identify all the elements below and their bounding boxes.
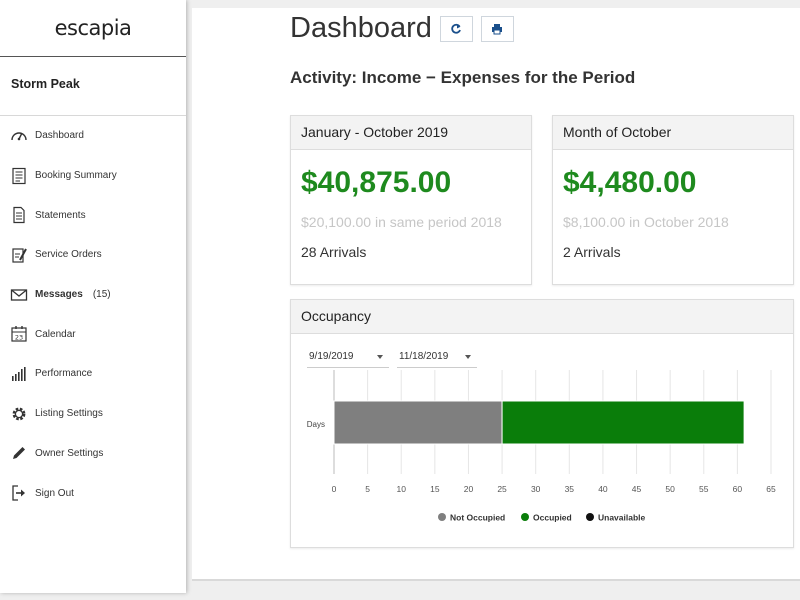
x-tick-label: 30	[531, 484, 541, 494]
x-tick-label: 60	[733, 484, 743, 494]
x-tick-label: 15	[430, 484, 440, 494]
sidebar-item-label: Performance	[35, 368, 93, 380]
legend-swatch	[586, 513, 594, 521]
occupancy-chart: Days 0 5 10 15 20 25 30 35 40 45 50 55 60 65 Not Occupi…	[307, 370, 776, 523]
pencil-icon	[10, 444, 28, 462]
end-date-value: 11/18/2019	[399, 351, 449, 362]
x-tick-label: 25	[497, 484, 507, 494]
sidebar-item-label: Service Orders	[35, 249, 102, 261]
sign-out-icon	[10, 484, 28, 502]
sidebar-item-performance[interactable]: Performance	[0, 354, 186, 394]
print-icon	[492, 23, 503, 34]
sidebar-item-label: Messages	[35, 289, 83, 301]
x-tick-label: 20	[464, 484, 474, 494]
start-date-select[interactable]: 9/19/2019	[307, 346, 389, 368]
legend-swatch	[438, 513, 446, 521]
document-list-icon	[10, 167, 28, 185]
x-tick-label: 55	[699, 484, 709, 494]
period-previous: $20,100.00 in same period 2018	[301, 214, 502, 230]
sidebar-item-label: Statements	[35, 209, 86, 221]
sidebar-item-owner-settings[interactable]: Owner Settings	[0, 434, 186, 474]
chevron-down-icon	[377, 354, 383, 359]
legend-label: Unavailable	[598, 513, 646, 523]
sidebar-item-listing-settings[interactable]: Listing Settings	[0, 394, 186, 434]
svg-text:23: 23	[15, 334, 23, 342]
main-panel: Dashboard Activity: Income − Expenses fo…	[192, 8, 800, 581]
month-amount: $4,480.00	[563, 166, 697, 199]
legend-swatch	[521, 513, 529, 521]
message-count-badge: (15)	[92, 289, 111, 301]
month-income-card: Month of October $4,480.00 $8,100.00 in …	[552, 115, 794, 285]
sidebar-item-calendar[interactable]: 23 Calendar	[0, 314, 186, 354]
page-title: Dashboard	[290, 12, 432, 44]
sidebar-item-label: Dashboard	[35, 130, 84, 142]
x-tick-label: 65	[766, 484, 776, 494]
sidebar-item-messages[interactable]: Messages (15)	[0, 275, 186, 315]
gear-icon	[10, 405, 28, 423]
sidebar-item-statements[interactable]: Statements	[0, 195, 186, 235]
sidebar-item-label: Booking Summary	[35, 170, 117, 182]
refresh-button[interactable]	[439, 15, 473, 42]
page-header: Dashboard	[290, 12, 514, 45]
bar-chart-icon	[10, 365, 28, 383]
envelope-icon	[10, 286, 28, 304]
speedometer-icon	[10, 127, 28, 145]
print-button[interactable]	[480, 15, 514, 42]
legend-label: Not Occupied	[450, 513, 505, 523]
x-tick-label: 10	[396, 484, 406, 494]
month-previous: $8,100.00 in October 2018	[563, 214, 729, 230]
month-arrivals: 2 Arrivals	[563, 244, 621, 260]
card-heading: Month of October	[553, 116, 793, 150]
sidebar-item-label: Calendar	[35, 328, 76, 340]
end-date-select[interactable]: 11/18/2019	[397, 346, 477, 368]
bar-not-occupied	[333, 400, 503, 445]
x-tick-label: 5	[365, 484, 370, 494]
sidebar: escapia Storm Peak Dashboard Booking Summ…	[0, 0, 186, 593]
statement-icon	[10, 206, 28, 224]
chevron-down-icon	[465, 354, 471, 359]
logo-text: escapia	[54, 16, 132, 40]
occupancy-card: Occupancy 9/19/2019 11/18/2019 Days 0 5 10 1…	[290, 299, 794, 548]
activity-subtitle: Activity: Income − Expenses for the Peri…	[290, 68, 636, 87]
sidebar-item-label: Listing Settings	[35, 408, 103, 420]
sidebar-item-service-orders[interactable]: Service Orders	[0, 235, 186, 275]
clipboard-pen-icon	[10, 246, 28, 264]
card-heading: Occupancy	[291, 300, 793, 334]
sidebar-item-label: Owner Settings	[35, 447, 104, 459]
period-arrivals: 28 Arrivals	[301, 244, 367, 260]
period-amount: $40,875.00	[301, 166, 452, 199]
sidebar-item-label: Sign Out	[35, 487, 74, 499]
x-tick-label: 45	[632, 484, 642, 494]
sidebar-nav: Dashboard Booking Summary Statements Servic…	[0, 116, 186, 513]
x-tick-label: 40	[598, 484, 608, 494]
x-tick-label: 35	[565, 484, 575, 494]
escapia-logo[interactable]: escapia	[0, 0, 186, 57]
legend-label: Occupied	[533, 513, 572, 523]
period-income-card: January - October 2019 $40,875.00 $20,10…	[290, 115, 532, 285]
x-tick-label: 50	[665, 484, 675, 494]
bar-occupied	[501, 400, 745, 445]
calendar-icon: 23	[10, 325, 28, 343]
x-tick-label: 0	[332, 484, 337, 494]
refresh-icon	[451, 23, 462, 34]
start-date-value: 9/19/2019	[309, 351, 354, 362]
owner-name: Storm Peak	[0, 57, 186, 116]
sidebar-item-dashboard[interactable]: Dashboard	[0, 116, 186, 156]
category-label: Days	[307, 420, 325, 429]
sidebar-item-sign-out[interactable]: Sign Out	[0, 473, 186, 513]
sidebar-item-booking-summary[interactable]: Booking Summary	[0, 156, 186, 196]
card-heading: January - October 2019	[291, 116, 531, 150]
